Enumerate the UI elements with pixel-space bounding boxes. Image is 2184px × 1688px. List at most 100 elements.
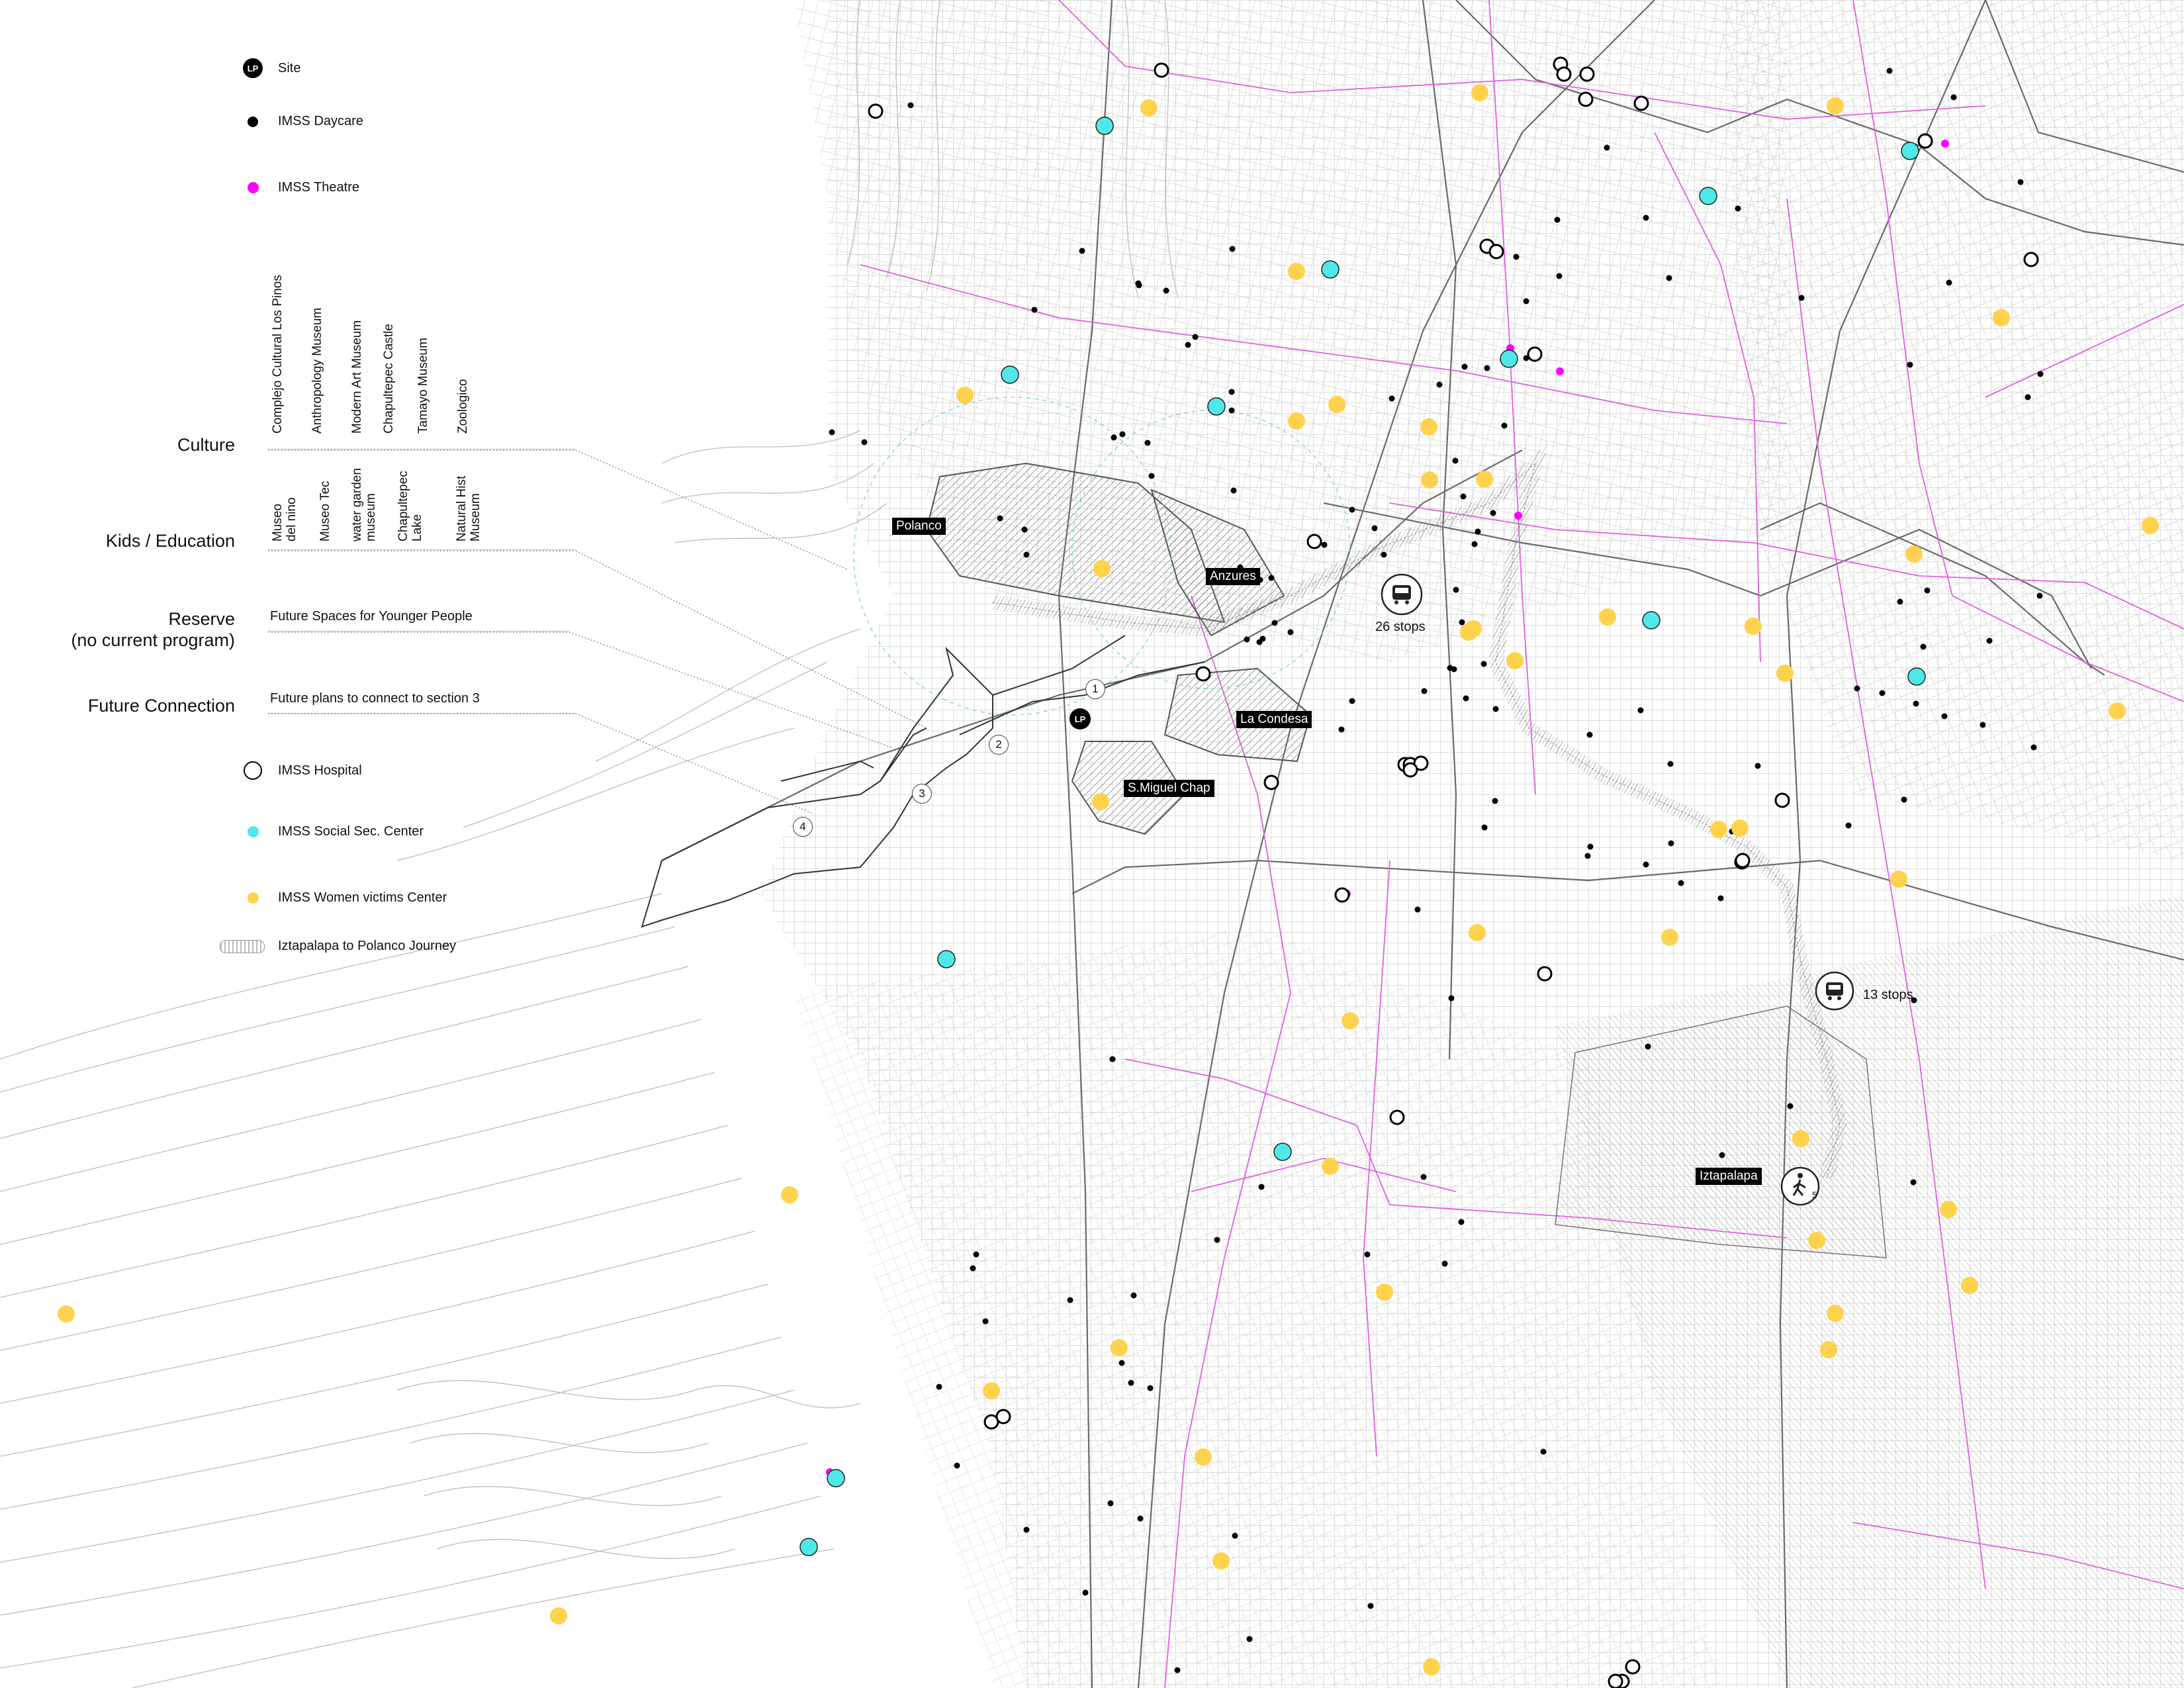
women-center-marker[interactable] bbox=[781, 1186, 798, 1203]
daycare-marker[interactable] bbox=[1584, 853, 1591, 859]
daycare-marker[interactable] bbox=[1421, 688, 1428, 694]
daycare-marker[interactable] bbox=[1471, 541, 1478, 547]
daycare-marker[interactable] bbox=[1420, 1174, 1427, 1180]
women-center-marker[interactable] bbox=[1288, 263, 1305, 280]
daycare-marker[interactable] bbox=[1910, 1179, 1917, 1186]
daycare-marker[interactable] bbox=[1735, 205, 1741, 212]
daycare-marker[interactable] bbox=[1338, 726, 1345, 733]
women-center-marker[interactable] bbox=[1423, 1658, 1440, 1675]
daycare-marker[interactable] bbox=[1920, 643, 1927, 650]
women-center-marker[interactable] bbox=[1827, 1305, 1844, 1322]
hospital-marker[interactable] bbox=[1195, 666, 1211, 682]
daycare-marker[interactable] bbox=[1174, 1667, 1181, 1673]
daycare-marker[interactable] bbox=[1924, 587, 1931, 594]
women-center-marker[interactable] bbox=[1322, 1158, 1339, 1175]
daycare-marker[interactable] bbox=[1031, 306, 1038, 313]
daycare-marker[interactable] bbox=[1459, 619, 1465, 626]
daycare-marker[interactable] bbox=[1587, 843, 1594, 850]
hospital-marker[interactable] bbox=[1917, 133, 1933, 149]
daycare-marker[interactable] bbox=[1228, 407, 1235, 414]
daycare-marker[interactable] bbox=[1232, 1532, 1238, 1539]
section-number[interactable]: 3 bbox=[912, 784, 932, 804]
daycare-marker[interactable] bbox=[1719, 1152, 1725, 1158]
daycare-marker[interactable] bbox=[973, 1251, 979, 1258]
daycare-marker[interactable] bbox=[1484, 365, 1490, 371]
hospital-marker[interactable] bbox=[1306, 534, 1322, 549]
daycare-marker[interactable] bbox=[1854, 685, 1860, 692]
daycare-marker[interactable] bbox=[1228, 389, 1235, 395]
daycare-marker[interactable] bbox=[1268, 575, 1275, 581]
daycare-marker[interactable] bbox=[997, 515, 1003, 522]
daycare-marker[interactable] bbox=[1119, 431, 1126, 438]
daycare-marker[interactable] bbox=[1667, 761, 1674, 767]
women-center-marker[interactable] bbox=[956, 387, 974, 404]
daycare-marker[interactable] bbox=[982, 1318, 989, 1325]
social-center-marker[interactable] bbox=[1907, 667, 1926, 686]
women-center-marker[interactable] bbox=[1420, 418, 1437, 436]
women-center-marker[interactable] bbox=[1342, 1012, 1359, 1029]
women-center-marker[interactable] bbox=[1710, 821, 1727, 838]
section-number[interactable]: 1 bbox=[1085, 679, 1105, 699]
social-center-marker[interactable] bbox=[799, 1538, 818, 1556]
daycare-marker[interactable] bbox=[970, 1265, 976, 1272]
hospital-marker[interactable] bbox=[995, 1409, 1011, 1425]
social-center-marker[interactable] bbox=[1699, 187, 1717, 205]
daycare-marker[interactable] bbox=[1118, 1360, 1125, 1366]
daycare-marker[interactable] bbox=[1643, 214, 1649, 221]
daycare-marker[interactable] bbox=[1111, 434, 1117, 441]
daycare-marker[interactable] bbox=[1460, 493, 1467, 500]
hospital-marker[interactable] bbox=[1488, 244, 1504, 259]
daycare-marker[interactable] bbox=[954, 1462, 960, 1469]
daycare-marker[interactable] bbox=[1244, 636, 1250, 643]
daycare-marker[interactable] bbox=[1490, 510, 1496, 516]
hospital-marker[interactable] bbox=[1579, 66, 1595, 82]
daycare-marker[interactable] bbox=[1447, 665, 1453, 671]
women-center-marker[interactable] bbox=[1092, 793, 1109, 810]
social-center-marker[interactable] bbox=[1321, 260, 1340, 279]
hospital-marker[interactable] bbox=[1556, 66, 1572, 82]
daycare-marker[interactable] bbox=[1185, 342, 1191, 348]
social-center-marker[interactable] bbox=[1095, 117, 1114, 135]
theatre-marker[interactable] bbox=[1556, 367, 1564, 375]
women-center-marker[interactable] bbox=[1661, 929, 1678, 946]
daycare-marker[interactable] bbox=[1946, 279, 1952, 286]
daycare-marker[interactable] bbox=[1109, 1056, 1116, 1062]
daycare-marker[interactable] bbox=[2017, 179, 2024, 185]
section-number[interactable]: 4 bbox=[793, 817, 813, 837]
theatre-marker[interactable] bbox=[1514, 512, 1522, 520]
daycare-marker[interactable] bbox=[1321, 541, 1328, 548]
hospital-marker[interactable] bbox=[1633, 95, 1649, 111]
theatre-marker[interactable] bbox=[1941, 140, 1949, 148]
women-center-marker[interactable] bbox=[1288, 412, 1305, 430]
daycare-marker[interactable] bbox=[1067, 1297, 1073, 1303]
hospital-marker[interactable] bbox=[1735, 853, 1751, 868]
women-center-marker[interactable] bbox=[1993, 309, 2010, 326]
daycare-marker[interactable] bbox=[1082, 1589, 1089, 1596]
daycare-marker[interactable] bbox=[1023, 1526, 1030, 1533]
site-marker[interactable]: LP bbox=[1069, 708, 1091, 729]
social-center-marker[interactable] bbox=[1901, 142, 1919, 160]
daycare-marker[interactable] bbox=[1371, 525, 1378, 532]
daycare-marker[interactable] bbox=[1128, 1380, 1134, 1386]
daycare-marker[interactable] bbox=[1381, 551, 1387, 558]
daycare-marker[interactable] bbox=[1897, 598, 1903, 605]
daycare-marker[interactable] bbox=[1448, 995, 1455, 1002]
daycare-marker[interactable] bbox=[1107, 1500, 1114, 1507]
women-center-marker[interactable] bbox=[1093, 560, 1111, 577]
daycare-marker[interactable] bbox=[1367, 1603, 1374, 1609]
social-center-marker[interactable] bbox=[937, 950, 956, 968]
daycare-marker[interactable] bbox=[1023, 551, 1030, 558]
daycare-marker[interactable] bbox=[1554, 216, 1561, 223]
women-center-marker[interactable] bbox=[1776, 665, 1794, 682]
daycare-marker[interactable] bbox=[1414, 906, 1421, 913]
daycare-marker[interactable] bbox=[1458, 1219, 1465, 1225]
women-center-marker[interactable] bbox=[2142, 517, 2159, 534]
women-center-marker[interactable] bbox=[1111, 1339, 1128, 1356]
women-center-marker[interactable] bbox=[1792, 1130, 1809, 1147]
women-center-marker[interactable] bbox=[1465, 620, 1482, 637]
daycare-marker[interactable] bbox=[1271, 620, 1278, 626]
hospital-marker[interactable] bbox=[1527, 346, 1543, 362]
daycare-marker[interactable] bbox=[1453, 586, 1459, 593]
daycare-marker[interactable] bbox=[1452, 457, 1459, 464]
daycare-marker[interactable] bbox=[1586, 731, 1593, 738]
